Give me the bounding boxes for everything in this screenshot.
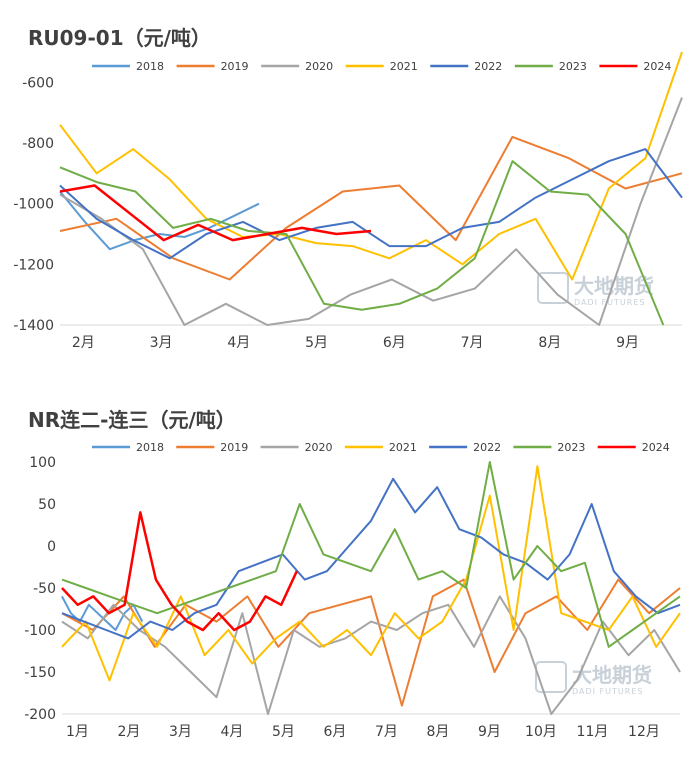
x-tick-label: 12月 <box>628 724 660 740</box>
series-line-2023 <box>61 461 681 648</box>
legend-label-2024: 2024 <box>642 441 670 454</box>
legend-label-2024: 2024 <box>643 60 671 73</box>
legend-label-2018: 2018 <box>136 441 164 454</box>
legend-label-2021: 2021 <box>389 441 417 454</box>
y-tick-label: -200 <box>24 707 56 723</box>
y-tick-label: -800 <box>22 136 54 152</box>
chart1-title: RU09-01（元/吨） <box>28 26 211 50</box>
y-tick-label: -600 <box>22 75 54 91</box>
legend-label-2022: 2022 <box>473 441 501 454</box>
legend-label-2020: 2020 <box>305 441 333 454</box>
series-line-2021 <box>61 465 681 682</box>
x-tick-label: 1月 <box>66 724 89 740</box>
x-tick-label: 3月 <box>169 724 192 740</box>
watermark-text: 大地期货 <box>572 663 652 687</box>
x-tick-label: 7月 <box>461 335 484 351</box>
legend-label-2022: 2022 <box>474 60 502 73</box>
x-tick-label: 7月 <box>375 724 398 740</box>
legend-label-2019: 2019 <box>220 441 248 454</box>
y-tick-label: -50 <box>33 581 56 597</box>
series-line-2022 <box>61 477 681 640</box>
y-tick-label: -1200 <box>13 257 54 273</box>
series-line-2024 <box>59 184 372 242</box>
x-tick-label: 6月 <box>323 724 346 740</box>
x-tick-label: 8月 <box>538 335 561 351</box>
x-tick-label: 4月 <box>227 335 250 351</box>
watermark-logo-icon <box>537 272 569 304</box>
series-line-2024 <box>61 511 298 632</box>
series-line-2019 <box>59 135 683 281</box>
chart1-svg: 2018 2019 2020 2021 2022 2023 2024 -600 -800 -100… <box>13 51 683 351</box>
x-tick-label: 5月 <box>305 335 328 351</box>
series-line-2018 <box>59 190 260 251</box>
series-line-2020 <box>59 97 683 326</box>
chart2-title: NR连二-连三（元/吨） <box>28 408 236 432</box>
x-tick-label: 2月 <box>117 724 140 740</box>
series-line-2021 <box>59 51 683 281</box>
y-tick-label: -1400 <box>13 318 54 334</box>
x-tick-label: 4月 <box>220 724 243 740</box>
x-tick-label: 6月 <box>383 335 406 351</box>
legend-label-2021: 2021 <box>390 60 418 73</box>
watermark-text: 大地期货 <box>574 274 654 298</box>
x-tick-label: 5月 <box>272 724 295 740</box>
x-tick-label: 9月 <box>478 724 501 740</box>
legend-label-2023: 2023 <box>559 60 587 73</box>
watermark-logo-icon <box>535 661 567 693</box>
chart2-svg: 2018 2019 2020 2021 2022 2023 2024 100 50 0 -50 -10… <box>24 441 681 740</box>
series-line-2020 <box>61 595 681 715</box>
x-tick-label: 11月 <box>577 724 609 740</box>
x-tick-label: 9月 <box>616 335 639 351</box>
series-line-2022 <box>59 148 683 260</box>
legend-label-2018: 2018 <box>136 60 164 73</box>
legend-label-2023: 2023 <box>557 441 585 454</box>
x-tick-label: 8月 <box>426 724 449 740</box>
y-tick-label: 50 <box>38 497 56 513</box>
legend-label-2019: 2019 <box>221 60 249 73</box>
legend-label-2020: 2020 <box>305 60 333 73</box>
watermark-subtext: DADI FUTURES <box>574 298 645 307</box>
y-tick-label: -150 <box>24 665 56 681</box>
y-tick-label: 0 <box>47 539 56 555</box>
y-tick-label: 100 <box>29 455 56 471</box>
series-line-2023 <box>59 160 665 326</box>
y-tick-label: -100 <box>24 623 56 639</box>
y-tick-label: -1000 <box>13 197 54 213</box>
x-tick-label: 2月 <box>72 335 95 351</box>
x-tick-label: 3月 <box>150 335 173 351</box>
watermark-subtext: DADI FUTURES <box>572 687 643 696</box>
x-tick-label: 10月 <box>525 724 557 740</box>
